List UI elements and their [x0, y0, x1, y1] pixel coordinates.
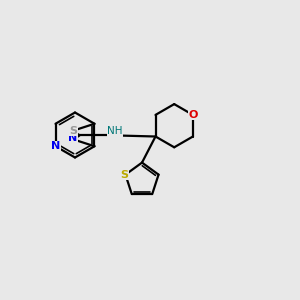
Text: O: O: [188, 110, 198, 120]
Text: S: S: [69, 126, 77, 136]
Text: NH: NH: [107, 126, 123, 136]
Text: N: N: [51, 141, 60, 151]
Text: N: N: [68, 133, 78, 143]
Text: S: S: [120, 169, 128, 180]
